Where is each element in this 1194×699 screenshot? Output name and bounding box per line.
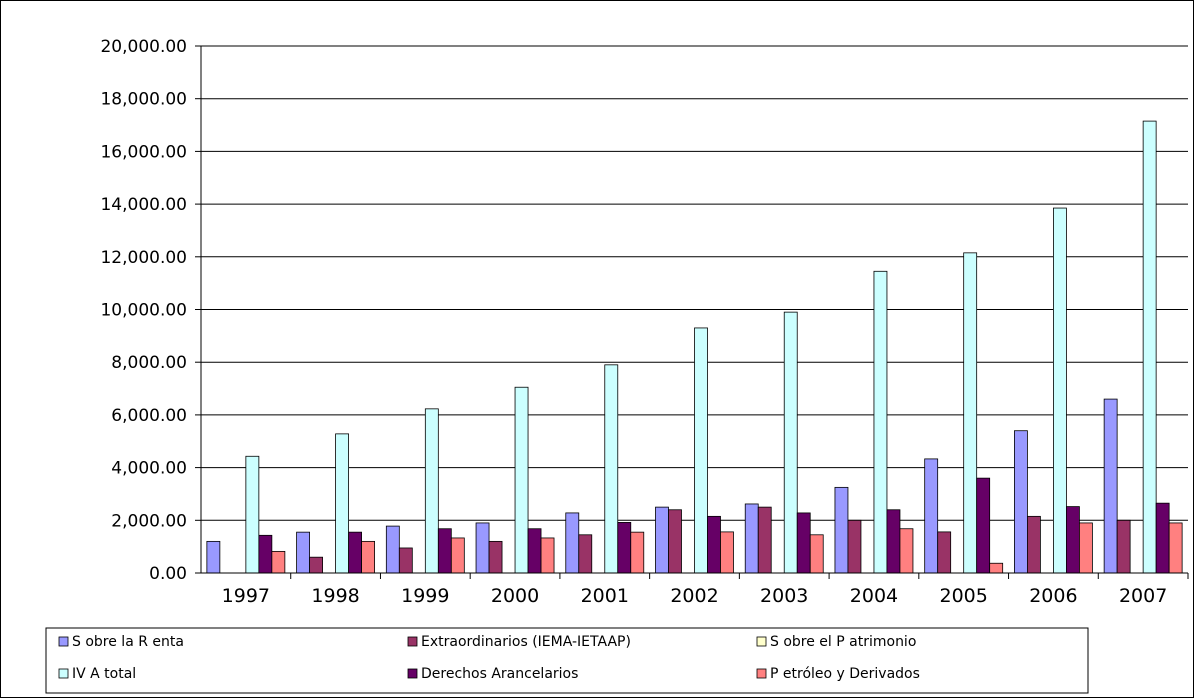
bar — [335, 433, 349, 574]
bar — [450, 537, 465, 574]
grid-layer — [201, 45, 1188, 521]
x-tick-label: 2006 — [1029, 585, 1077, 607]
bar — [258, 534, 273, 574]
y-tick-label: 12,000.00 — [100, 248, 187, 268]
legend-swatch — [58, 636, 69, 647]
bar — [488, 540, 503, 574]
bar — [1027, 515, 1041, 574]
y-tick-label: 8,000.00 — [111, 353, 187, 373]
x-tick-label: 2003 — [760, 585, 808, 607]
x-tick-label: 2004 — [850, 585, 898, 607]
bar — [578, 534, 593, 574]
bar — [1168, 522, 1183, 574]
bar — [1053, 207, 1067, 574]
bar — [527, 528, 542, 574]
legend-label: Derechos Arancelarios — [421, 666, 578, 682]
legend-swatch — [58, 668, 69, 679]
bar — [720, 531, 734, 574]
bar — [757, 506, 772, 574]
legend-label: S obre la R enta — [72, 634, 184, 650]
bar — [1103, 398, 1118, 574]
bar — [271, 550, 286, 574]
legend-label: S obre el P atrimonio — [770, 634, 916, 650]
bar — [963, 252, 978, 574]
legend-layer: S obre la R enta Extraordinarios (IEMA-IE… — [45, 627, 1089, 694]
bar — [1116, 519, 1131, 574]
bar — [886, 509, 901, 574]
bar — [398, 547, 413, 574]
bar — [834, 486, 849, 574]
bars-layer — [206, 120, 1183, 574]
legend-label: Extraordinarios (IEMA-IETAAP) — [421, 634, 631, 650]
bar — [1155, 502, 1170, 574]
bar — [309, 556, 323, 574]
bar — [873, 270, 888, 574]
bar — [668, 509, 682, 574]
bar — [630, 531, 645, 574]
bar — [707, 515, 721, 574]
bar — [655, 506, 669, 574]
bar — [989, 562, 1004, 574]
y-tick-label: 2,000.00 — [111, 511, 187, 531]
y-tick-label: 18,000.00 — [100, 90, 187, 110]
bar — [809, 534, 824, 574]
bar — [206, 540, 221, 574]
bar — [783, 311, 798, 574]
y-tick-label: 0.00 — [149, 564, 187, 584]
bar — [514, 386, 529, 574]
bar — [937, 531, 952, 574]
bar — [604, 364, 619, 574]
bar — [348, 531, 362, 574]
y-tick-label: 20,000.00 — [100, 37, 187, 57]
y-tick-label: 6,000.00 — [111, 406, 187, 426]
bar — [385, 525, 400, 574]
bar — [540, 537, 555, 574]
bar — [296, 531, 310, 574]
x-tick-label: 2007 — [1119, 585, 1167, 607]
axis-layer: 0.00 2,000.00 4,000.00 6,000.00 8,000.00 10,0… — [100, 37, 1189, 607]
bar — [976, 477, 991, 574]
bar — [424, 408, 439, 574]
x-tick-label: 2002 — [670, 585, 718, 607]
x-tick-label: 2000 — [491, 585, 539, 607]
bar — [1014, 430, 1028, 574]
bar — [1066, 506, 1080, 574]
x-tick-label: 1999 — [401, 585, 449, 607]
bar — [245, 455, 260, 574]
legend-swatch — [407, 668, 418, 679]
bar — [924, 458, 939, 574]
bar — [744, 503, 759, 574]
x-tick-label: 1998 — [311, 585, 359, 607]
legend-box — [45, 627, 1089, 694]
x-tick-label: 2001 — [581, 585, 629, 607]
legend-swatch — [756, 668, 767, 679]
bar — [617, 522, 632, 574]
y-tick-label: 16,000.00 — [100, 142, 187, 162]
bar — [565, 512, 580, 574]
x-tick-label: 1997 — [222, 585, 270, 607]
legend-label: P etróleo y Derivados — [770, 666, 920, 682]
y-tick-label: 4,000.00 — [111, 459, 187, 479]
bar — [1142, 120, 1157, 574]
bar — [899, 528, 914, 574]
bar — [694, 327, 708, 574]
bar — [475, 522, 490, 574]
legend-swatch — [756, 636, 767, 647]
y-tick-label: 14,000.00 — [100, 195, 187, 215]
legend-swatch — [407, 636, 418, 647]
bar — [1079, 522, 1093, 574]
y-tick-label: 10,000.00 — [100, 301, 187, 321]
legend-label: IV A total — [72, 666, 136, 682]
bar — [847, 519, 862, 574]
bar — [796, 512, 811, 574]
bar — [361, 540, 375, 574]
bar — [437, 528, 452, 574]
x-tick-label: 2005 — [940, 585, 988, 607]
